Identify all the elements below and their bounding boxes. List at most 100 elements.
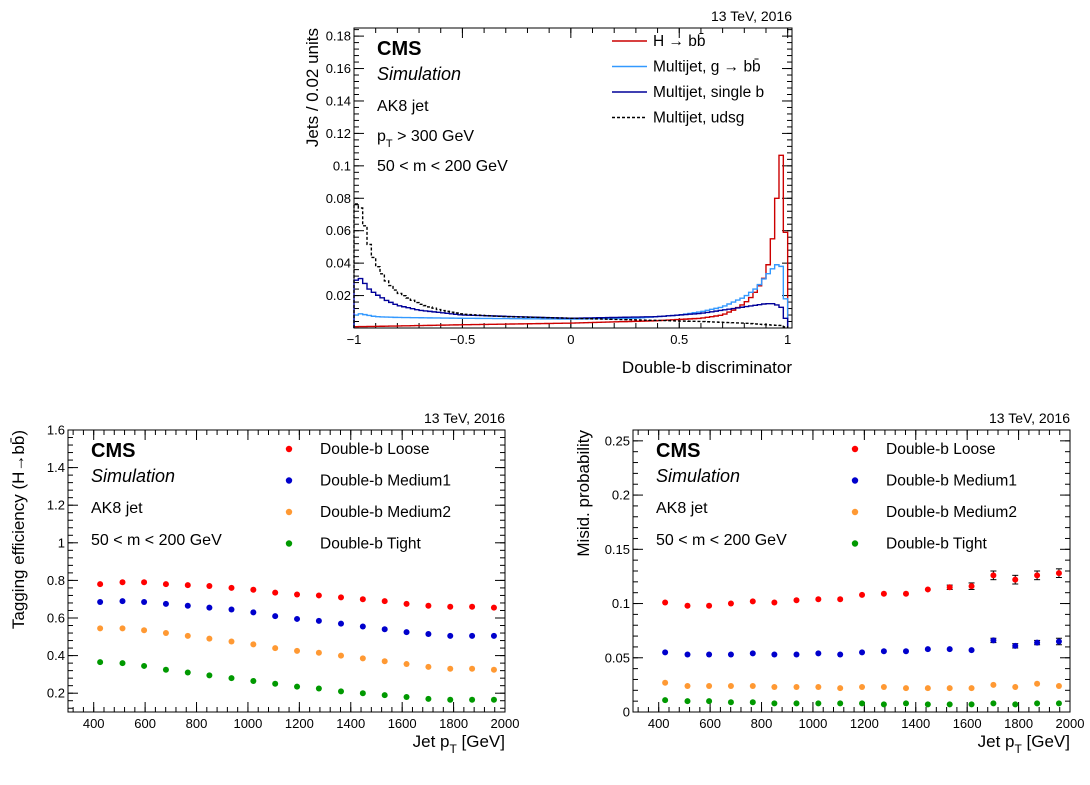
data-point: [315, 617, 322, 624]
data-point: [162, 600, 169, 607]
energy-label: 13 TeV, 2016: [989, 410, 1070, 426]
legend-label: Multijet, udsg: [653, 110, 744, 127]
data-point: [425, 663, 432, 670]
data-point: [771, 684, 778, 691]
x-tick-label: 1000: [798, 716, 827, 731]
data-point: [706, 602, 713, 609]
y-axis-label: Misid. probability: [574, 430, 593, 557]
legend-marker: [851, 508, 859, 516]
energy-label: 13 TeV, 2016: [424, 410, 505, 426]
data-point: [880, 590, 887, 597]
legend-marker: [285, 477, 293, 484]
data-point: [490, 696, 497, 703]
x-tick-label: 1800: [439, 716, 468, 731]
simulation-label: Simulation: [91, 466, 175, 486]
y-tick-label: 0: [623, 705, 630, 720]
data-point: [162, 581, 169, 588]
data-point: [968, 685, 975, 692]
data-point: [684, 698, 691, 705]
data-point: [119, 625, 126, 632]
data-point: [447, 696, 454, 703]
data-point: [272, 645, 279, 652]
y-tick-label: 0.04: [326, 256, 351, 271]
y-tick-label: 0.08: [326, 191, 351, 206]
x-tick-label: 600: [699, 716, 721, 731]
data-point: [359, 655, 366, 662]
data-point: [184, 632, 191, 639]
data-point: [880, 648, 887, 655]
data-point: [793, 651, 800, 658]
data-point: [359, 690, 366, 697]
data-point: [684, 651, 691, 658]
y-tick-label: 1.6: [47, 423, 65, 438]
data-point: [381, 626, 388, 633]
histogram-panel: 0.02 0.04 0.06 0.08 0.1 0.12 0.14 0.16 0.18 −1 −0.…: [303, 8, 793, 377]
data-point: [469, 632, 476, 639]
plot-frame: [67, 429, 506, 713]
data-point: [968, 583, 975, 590]
data-point: [206, 672, 213, 679]
y-tick-label: 1.2: [47, 498, 65, 513]
data-point: [359, 623, 366, 630]
legend-marker: [851, 445, 859, 453]
data-point: [1055, 700, 1062, 707]
x-axis-label: Jet pT [GeV]: [978, 732, 1070, 756]
data-point: [749, 699, 756, 706]
data-point: [315, 649, 322, 656]
data-point: [771, 599, 778, 606]
data-point: [97, 599, 104, 606]
data-point: [250, 641, 257, 648]
data-point: [749, 650, 756, 657]
data-point: [859, 700, 866, 707]
data-point: [206, 635, 213, 642]
data-point: [924, 646, 931, 653]
y-tick-label: 0.8: [47, 573, 65, 588]
data-point: [184, 602, 191, 609]
legend-label: Double-b Tight: [320, 536, 422, 553]
data-point: [381, 658, 388, 665]
y-tick-label: 0.16: [326, 61, 351, 76]
y-tick-label: 0.15: [605, 542, 630, 557]
data-point: [859, 591, 866, 598]
legend-marker: [851, 477, 859, 484]
data-point: [684, 602, 691, 609]
data-point: [228, 675, 235, 682]
data-point: [684, 682, 691, 689]
data-point: [990, 700, 997, 707]
data-point: [837, 651, 844, 658]
data-point: [490, 632, 497, 639]
x-tick-label: 1800: [1004, 716, 1033, 731]
data-point: [315, 685, 322, 692]
data-point: [403, 629, 410, 636]
data-point: [294, 647, 301, 654]
x-tick-label: 0.5: [670, 332, 688, 347]
x-axis-label: Jet pT [GeV]: [413, 732, 505, 756]
y-tick-label: 0.05: [605, 650, 630, 665]
data-point: [946, 646, 953, 653]
data-point: [206, 604, 213, 611]
data-point: [403, 661, 410, 668]
data-point: [815, 700, 822, 707]
data-point: [1034, 700, 1041, 707]
data-point: [119, 579, 126, 586]
data-point: [206, 583, 213, 590]
info-line: 50 < m < 200 GeV: [377, 158, 508, 175]
data-point: [815, 684, 822, 691]
data-point: [1012, 684, 1019, 691]
histogram-series: [353, 203, 789, 328]
data-point: [902, 685, 909, 692]
y-axis-label: Jets / 0.02 units: [303, 28, 322, 147]
data-point: [1034, 680, 1041, 687]
legend-marker: [285, 445, 293, 453]
data-point: [968, 647, 975, 654]
data-point: [859, 649, 866, 656]
legend-marker: [285, 508, 293, 516]
x-tick-label: 1200: [285, 716, 314, 731]
y-tick-label: 0.1: [333, 158, 351, 173]
data-point: [447, 603, 454, 610]
data-point: [990, 637, 997, 644]
data-point: [706, 651, 713, 658]
data-point: [447, 632, 454, 639]
y-axis-label: Tagging efficiency (H→bb̄): [9, 430, 28, 629]
data-point: [1055, 570, 1062, 577]
